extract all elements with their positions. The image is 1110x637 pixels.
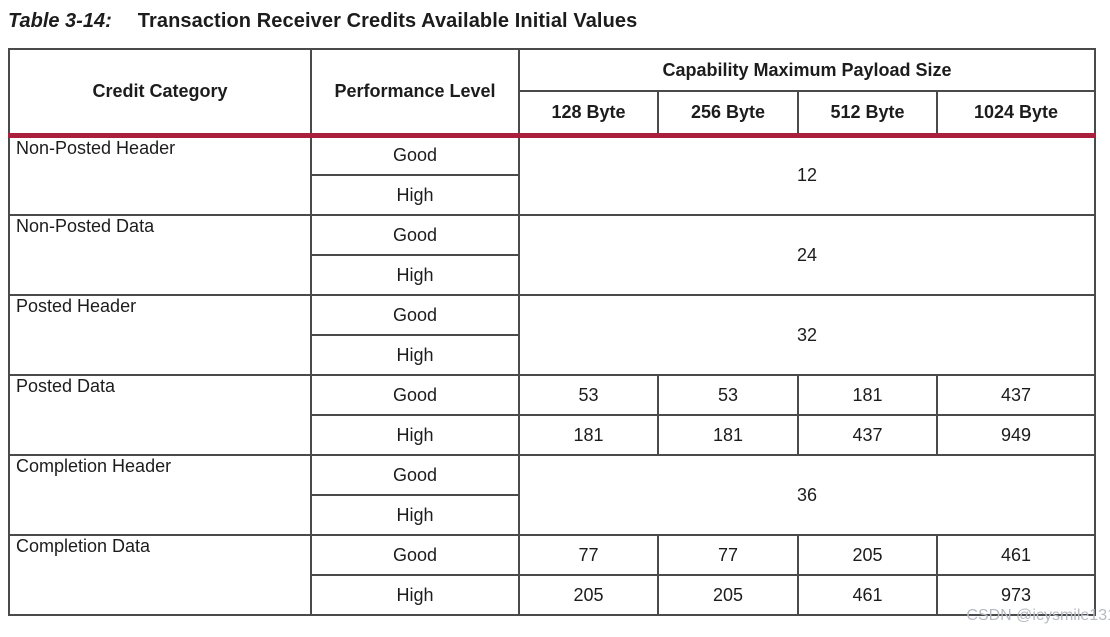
performance-level-cell: High: [310, 494, 520, 536]
credit-category-cell: Completion Data: [8, 534, 312, 616]
merged-value-cell: 24: [517, 214, 1097, 296]
credit-category-cell: Non-Posted Data: [8, 214, 312, 296]
table-row: High: [9, 254, 1095, 296]
table-row: Completion Data Good 77 77 205 461: [8, 534, 1097, 616]
performance-level-cell: High: [310, 574, 520, 616]
table-row: High 205 205 461 973: [9, 574, 1097, 616]
credit-category-cell: Posted Data: [8, 374, 312, 456]
value-cell: 973: [935, 574, 1097, 616]
header-1024-byte: 1024 Byte: [935, 90, 1097, 136]
performance-level-cell: Good: [310, 374, 520, 416]
value-cell: 181: [797, 374, 938, 416]
credit-category-cell: Posted Header: [8, 294, 312, 376]
header-512-byte: 512 Byte: [797, 90, 938, 136]
table-row: High: [9, 334, 1095, 376]
table-row: Completion Header Good 36: [8, 454, 1097, 536]
performance-level-cell: High: [310, 414, 520, 456]
value-cell: 181: [657, 414, 799, 456]
value-cell: 205: [657, 574, 799, 616]
merged-value-cell: 12: [517, 132, 1097, 216]
credit-category-cell: Non-Posted Header: [8, 132, 312, 216]
credits-table: Credit Category Performance Level Capabi…: [8, 48, 1097, 616]
header-credit-category: Credit Category: [8, 48, 312, 136]
table-row: High 181 181 437 949: [9, 414, 1097, 456]
performance-level-cell: High: [310, 174, 520, 216]
value-cell: 53: [518, 374, 659, 416]
performance-level-cell: High: [310, 254, 520, 296]
credit-category-cell: Completion Header: [8, 454, 312, 536]
table-row: High: [9, 174, 1095, 216]
performance-level-cell: Good: [310, 454, 520, 496]
value-cell: 461: [935, 534, 1097, 576]
value-cell: 437: [935, 374, 1097, 416]
merged-value-cell: 32: [517, 294, 1097, 376]
table-row: High: [9, 494, 1095, 536]
table-caption-title: Transaction Receiver Credits Available I…: [137, 10, 638, 32]
table-row: Non-Posted Header Good 12: [8, 132, 1097, 216]
performance-level-cell: Good: [310, 132, 520, 176]
value-cell: 461: [797, 574, 938, 616]
value-cell: 53: [657, 374, 799, 416]
table-body: Non-Posted Header Good 12 High Non-Poste…: [8, 132, 1097, 616]
merged-value-cell: 36: [517, 454, 1097, 536]
table-row: Posted Data Good 53 53 181 437: [8, 374, 1097, 456]
value-cell: 949: [935, 414, 1097, 456]
table-caption-number: Table 3-14:: [8, 10, 112, 32]
value-cell: 77: [518, 534, 659, 576]
value-cell: 205: [518, 574, 659, 616]
performance-level-cell: Good: [310, 214, 520, 256]
performance-level-cell: Good: [310, 534, 520, 576]
value-cell: 437: [797, 414, 938, 456]
header-256-byte: 256 Byte: [657, 90, 799, 136]
value-cell: 205: [797, 534, 938, 576]
performance-level-cell: High: [310, 334, 520, 376]
header-128-byte: 128 Byte: [518, 90, 659, 136]
header-performance-level: Performance Level: [310, 48, 520, 136]
header-capability-group: Capability Maximum Payload Size: [517, 48, 1097, 92]
table-row: Non-Posted Data Good 24: [8, 214, 1097, 296]
table-caption: Table 3-14: Transaction Receiver Credits …: [8, 10, 637, 33]
performance-level-cell: Good: [310, 294, 520, 336]
value-cell: 181: [518, 414, 659, 456]
table-header: Credit Category Performance Level Capabi…: [8, 48, 1097, 136]
value-cell: 77: [657, 534, 799, 576]
table-row: Posted Header Good 32: [8, 294, 1097, 376]
